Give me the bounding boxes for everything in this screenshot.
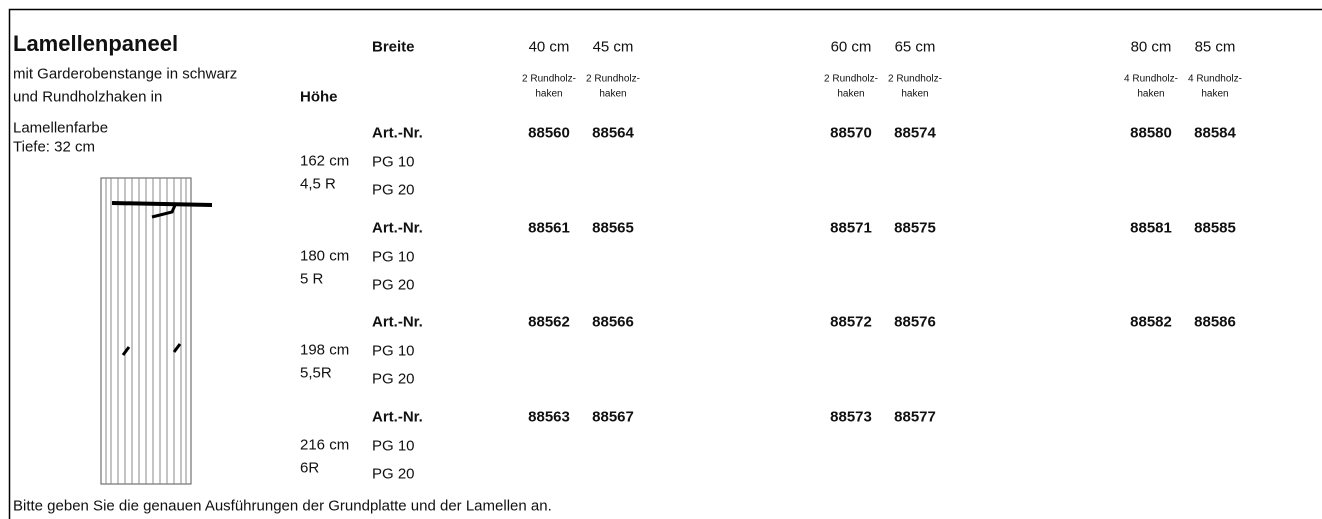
art-label: Art.-Nr. [372,313,423,331]
hook-label: 2 Rundholz- [522,73,576,85]
description-line: und Rundholzhaken in [13,88,163,106]
description-line: Tiefe: 32 cm [13,138,95,156]
size-label: 5,5R [300,364,332,382]
price-group: PG 10 [372,248,415,265]
article-number: 88576 [894,313,936,331]
art-label: Art.-Nr. [372,124,423,142]
description-line: mit Garderobenstange in schwarz [13,65,238,83]
price-group: PG 20 [372,465,415,482]
height-label: 162 cm [300,152,350,170]
article-number: 88585 [1194,219,1236,236]
art-label: Art.-Nr. [372,219,423,236]
description-line: Lamellenfarbe [13,119,109,137]
price-group: PG 10 [372,153,415,171]
hook-label: 2 Rundholz- [824,73,878,85]
hook-label: 4 Rundholz- [1124,73,1178,85]
article-number: 88570 [830,124,872,142]
hook-label: haken [535,88,563,100]
width-label: 45 cm [592,38,634,56]
article-number: 88563 [528,408,570,425]
article-number: 88571 [830,219,872,236]
height-label: 180 cm [300,247,350,264]
width-label: 80 cm [1130,38,1172,56]
hook-label: 2 Rundholz- [586,73,640,85]
price-group: PG 10 [372,342,415,360]
width-header: Breite [372,38,415,56]
size-label: 5 R [300,270,324,287]
article-number: 88582 [1130,313,1172,331]
article-number: 88566 [592,313,634,331]
article-number: 88584 [1194,124,1236,142]
hook-label: haken [901,88,929,100]
article-number: 88581 [1130,219,1172,236]
article-number: 88577 [894,408,936,425]
frame [8,8,1322,519]
width-label: 60 cm [830,38,872,56]
article-number: 88562 [528,313,570,331]
hook-label: haken [1201,88,1229,100]
hook-label: haken [1137,88,1165,100]
height-label: 198 cm [300,341,350,359]
hook-label: haken [599,88,627,100]
price-group: PG 20 [372,181,415,199]
article-number: 88564 [592,124,634,142]
width-label: 40 cm [528,38,570,56]
hook-label: 2 Rundholz- [888,73,942,85]
article-number: 88560 [528,124,570,142]
height-header: Höhe [300,88,338,106]
article-number: 88567 [592,408,634,425]
article-number: 88574 [894,124,936,142]
price-group: PG 10 [372,437,415,454]
price-group: PG 20 [372,370,415,388]
panel-illustration [100,177,213,485]
article-number: 88586 [1194,313,1236,331]
article-number: 88573 [830,408,872,425]
height-label: 216 cm [300,436,350,453]
article-number: 88572 [830,313,872,331]
width-label: 65 cm [894,38,936,56]
hook-label: haken [837,88,865,100]
article-number: 88565 [592,219,634,236]
hook-label: 4 Rundholz- [1188,73,1242,85]
art-label: Art.-Nr. [372,408,423,425]
product-title: Lamellenpaneel [13,31,179,56]
size-label: 6R [300,459,320,476]
article-number: 88561 [528,219,570,236]
footnote: Bitte geben Sie die genauen Ausführungen… [13,497,552,515]
price-group: PG 20 [372,276,415,293]
size-label: 4,5 R [300,175,336,193]
article-number: 88575 [894,219,936,236]
width-label: 85 cm [1194,38,1236,56]
article-number: 88580 [1130,124,1172,142]
